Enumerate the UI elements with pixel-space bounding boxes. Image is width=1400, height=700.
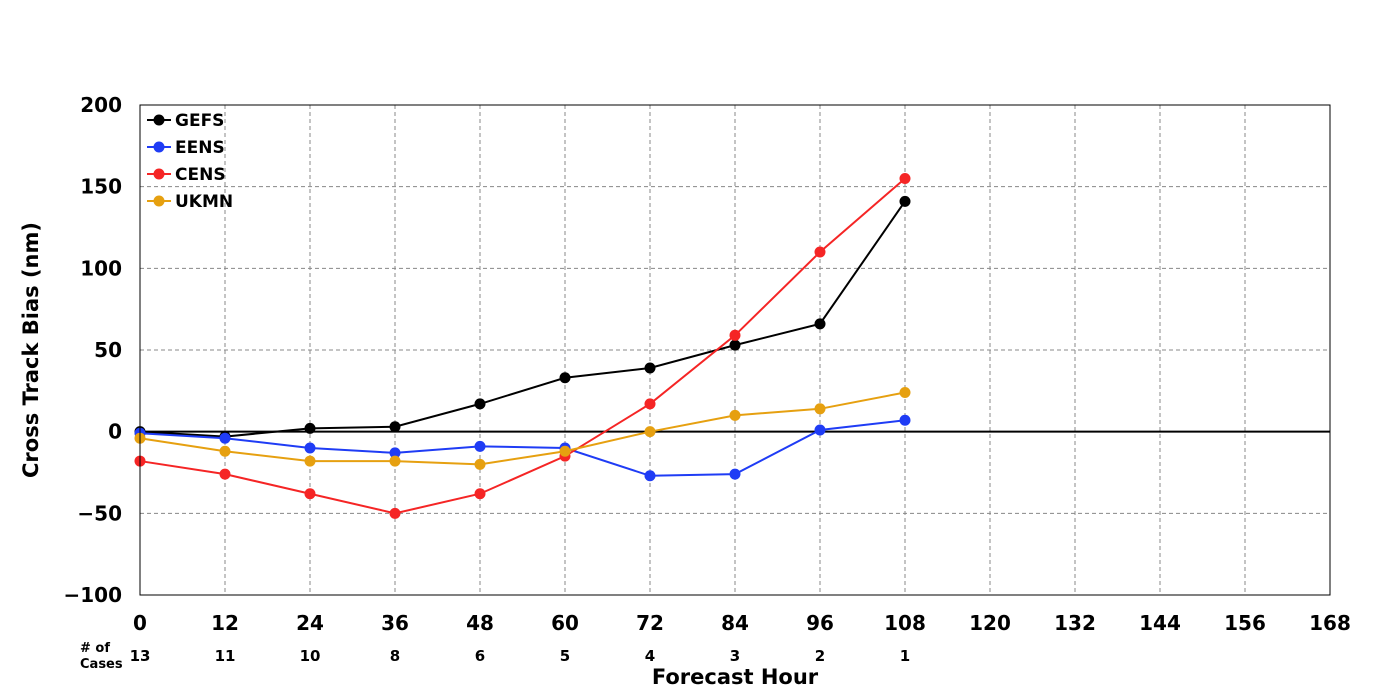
- x-tick-label: 0: [133, 611, 147, 635]
- cases-count: 11: [215, 647, 236, 665]
- data-point-eens: [219, 432, 231, 444]
- data-point-gefs: [729, 339, 741, 351]
- data-point-gefs: [389, 421, 401, 433]
- cases-label-line2: Cases: [80, 657, 123, 672]
- data-point-ukmn: [219, 445, 231, 457]
- data-point-gefs: [814, 318, 826, 330]
- x-tick-label: 156: [1224, 611, 1266, 635]
- y-tick-labels: −100 −50 0 50 100 150 200: [63, 93, 122, 607]
- cases-count: 2: [815, 647, 825, 665]
- legend-label: CENS: [175, 165, 226, 185]
- series-layer: [134, 173, 911, 519]
- data-point-cens: [389, 507, 401, 519]
- x-tick-label: 12: [211, 611, 239, 635]
- series-gefs: [134, 195, 911, 443]
- data-point-ukmn: [304, 455, 316, 467]
- legend: GEFS EENS CENS UKMN: [147, 111, 233, 212]
- x-tick-labels: 0 12 24 36 48 60 72 84 96 108 120 132 144 156 168: [133, 611, 1351, 635]
- legend-label: UKMN: [175, 192, 233, 212]
- series-line-eens: [139, 419, 906, 477]
- data-point-gefs: [304, 422, 316, 434]
- cases-row: # of Cases 13 11 10 8 6 5 4 3 2 1: [80, 641, 910, 672]
- x-tick-label: 96: [806, 611, 834, 635]
- y-tick-label: 150: [80, 175, 122, 199]
- data-point-cens: [814, 246, 826, 258]
- data-point-gefs: [559, 372, 571, 384]
- data-point-cens: [899, 173, 911, 184]
- data-point-eens: [814, 424, 826, 436]
- data-point-cens: [219, 468, 231, 480]
- y-tick-label: 100: [80, 256, 122, 280]
- series-line-ukmn: [139, 391, 906, 466]
- x-tick-label: 48: [466, 611, 494, 635]
- y-tick-label: 50: [94, 338, 122, 362]
- x-tick-label: 144: [1139, 611, 1181, 635]
- series-cens: [134, 173, 911, 519]
- series-ukmn: [134, 386, 911, 470]
- series-line-gefs: [139, 200, 906, 438]
- legend-marker: [153, 114, 165, 126]
- legend-item-gefs: GEFS: [147, 111, 224, 131]
- x-tick-label: 60: [551, 611, 579, 635]
- data-point-cens: [304, 488, 316, 500]
- legend-item-eens: EENS: [147, 138, 225, 158]
- cases-count: 6: [475, 647, 485, 665]
- y-tick-label: 200: [80, 93, 122, 117]
- x-tick-label: 72: [636, 611, 664, 635]
- data-point-ukmn: [899, 386, 911, 398]
- legend-marker: [153, 168, 165, 180]
- data-point-eens: [729, 468, 741, 480]
- legend-item-cens: CENS: [147, 165, 226, 185]
- data-point-ukmn: [644, 426, 656, 438]
- y-tick-label: −100: [63, 583, 122, 607]
- x-axis-title: Forecast Hour: [652, 665, 819, 689]
- legend-marker: [153, 141, 165, 153]
- legend-marker: [153, 195, 165, 207]
- cases-count: 8: [390, 647, 400, 665]
- data-point-gefs: [474, 398, 486, 410]
- series-line-cens: [139, 177, 906, 515]
- legend-label: EENS: [175, 138, 225, 158]
- data-point-eens: [474, 440, 486, 452]
- y-tick-label: 0: [108, 420, 122, 444]
- data-point-gefs: [899, 195, 911, 207]
- cases-count: 4: [645, 647, 655, 665]
- data-point-cens: [644, 398, 656, 410]
- data-point-eens: [899, 414, 911, 426]
- cases-count: 3: [730, 647, 740, 665]
- data-point-ukmn: [389, 455, 401, 467]
- data-point-ukmn: [559, 445, 571, 457]
- data-point-eens: [644, 470, 656, 482]
- data-point-ukmn: [474, 458, 486, 470]
- cases-count: 5: [560, 647, 570, 665]
- y-axis-title: Cross Track Bias (nm): [19, 222, 43, 478]
- x-tick-label: 132: [1054, 611, 1096, 635]
- x-tick-label: 168: [1309, 611, 1351, 635]
- cases-count: 1: [900, 647, 910, 665]
- x-tick-label: 24: [296, 611, 324, 635]
- data-point-gefs: [644, 362, 656, 374]
- x-tick-label: 36: [381, 611, 409, 635]
- cases-count: 10: [300, 647, 321, 665]
- data-point-cens: [474, 488, 486, 500]
- x-tick-label: 120: [969, 611, 1011, 635]
- x-tick-label: 108: [884, 611, 926, 635]
- cases-label-line1: # of: [80, 641, 110, 656]
- data-point-ukmn: [814, 403, 826, 415]
- data-point-eens: [304, 442, 316, 454]
- legend-item-ukmn: UKMN: [147, 192, 233, 212]
- data-point-eens: [389, 447, 401, 459]
- data-point-cens: [729, 329, 741, 341]
- series-eens: [134, 414, 911, 482]
- x-tick-label: 84: [721, 611, 749, 635]
- legend-label: GEFS: [175, 111, 224, 131]
- plot-frame: [139, 104, 1331, 596]
- data-point-ukmn: [729, 409, 741, 421]
- y-tick-label: −50: [77, 501, 122, 525]
- cases-count: 13: [130, 647, 151, 665]
